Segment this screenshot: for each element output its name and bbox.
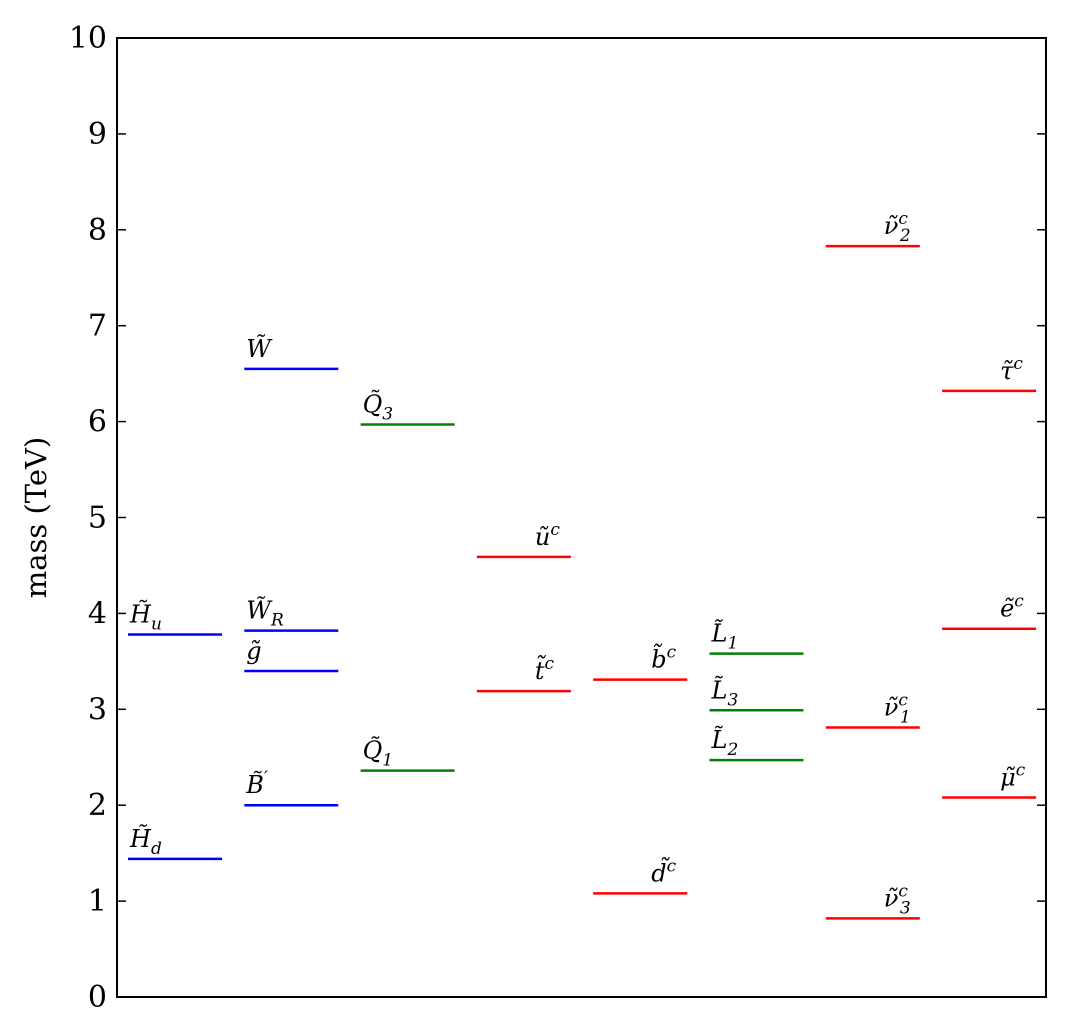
- y-tick-label: 7: [88, 309, 107, 344]
- level-label-L-2: L̃2: [711, 726, 739, 760]
- level-label-g: g̃: [246, 637, 261, 665]
- y-tick-label: 5: [88, 501, 107, 536]
- levels-layer: H̃u H̃d W̃ W̃R g̃ B̃′ Q̃3 Q̃1 ũc t̃c b̃c d̃c L̃1 L̃3…: [128, 209, 1037, 920]
- level-label-d-c: d̃c: [651, 856, 676, 887]
- y-tick-label: 8: [88, 213, 107, 248]
- level-label-Q-3: Q̃3: [363, 390, 394, 424]
- level-label-W-R: W̃R: [246, 596, 284, 630]
- y-axis-ticks: 0 1 2 3 4 5 6 7 8 9 10: [69, 21, 1046, 1015]
- level-label-L-3: L̃3: [711, 676, 739, 710]
- y-axis-title: mass (TeV): [19, 437, 53, 599]
- level-label-e-c: ẽc: [1000, 592, 1024, 623]
- level-label-u-c: ũc: [535, 520, 560, 551]
- plot-frame: [116, 37, 1047, 998]
- level-label-nu-c-2: ν̃c 2: [884, 209, 911, 246]
- y-tick-label: 0: [88, 980, 107, 1015]
- level-label-H-u: H̃u: [129, 600, 162, 634]
- y-tick-label: 10: [69, 21, 107, 56]
- y-tick-label: 6: [88, 405, 107, 440]
- level-label-mu-c: μ̃c: [1000, 761, 1026, 792]
- y-tick-label: 9: [88, 117, 107, 152]
- y-tick-label: 3: [88, 692, 107, 727]
- level-label-H-d: H̃d: [129, 825, 162, 859]
- y-tick-label: 2: [88, 788, 107, 823]
- level-label-nu-c-1: ν̃c 1: [884, 691, 911, 728]
- level-label-t-c: t̃c: [535, 654, 555, 685]
- y-tick-label: 1: [88, 884, 107, 919]
- level-label-b-c: b̃c: [651, 642, 676, 673]
- y-tick-label: 4: [88, 596, 107, 631]
- level-label-nu-c-3: ν̃c 3: [884, 881, 911, 918]
- level-label-L-1: L̃1: [711, 619, 739, 653]
- level-label-B-: B̃′: [245, 768, 268, 799]
- level-label-W: W̃: [246, 334, 273, 362]
- level-label-tau-c: τ̃c: [1000, 354, 1023, 385]
- level-label-Q-1: Q̃1: [363, 736, 394, 770]
